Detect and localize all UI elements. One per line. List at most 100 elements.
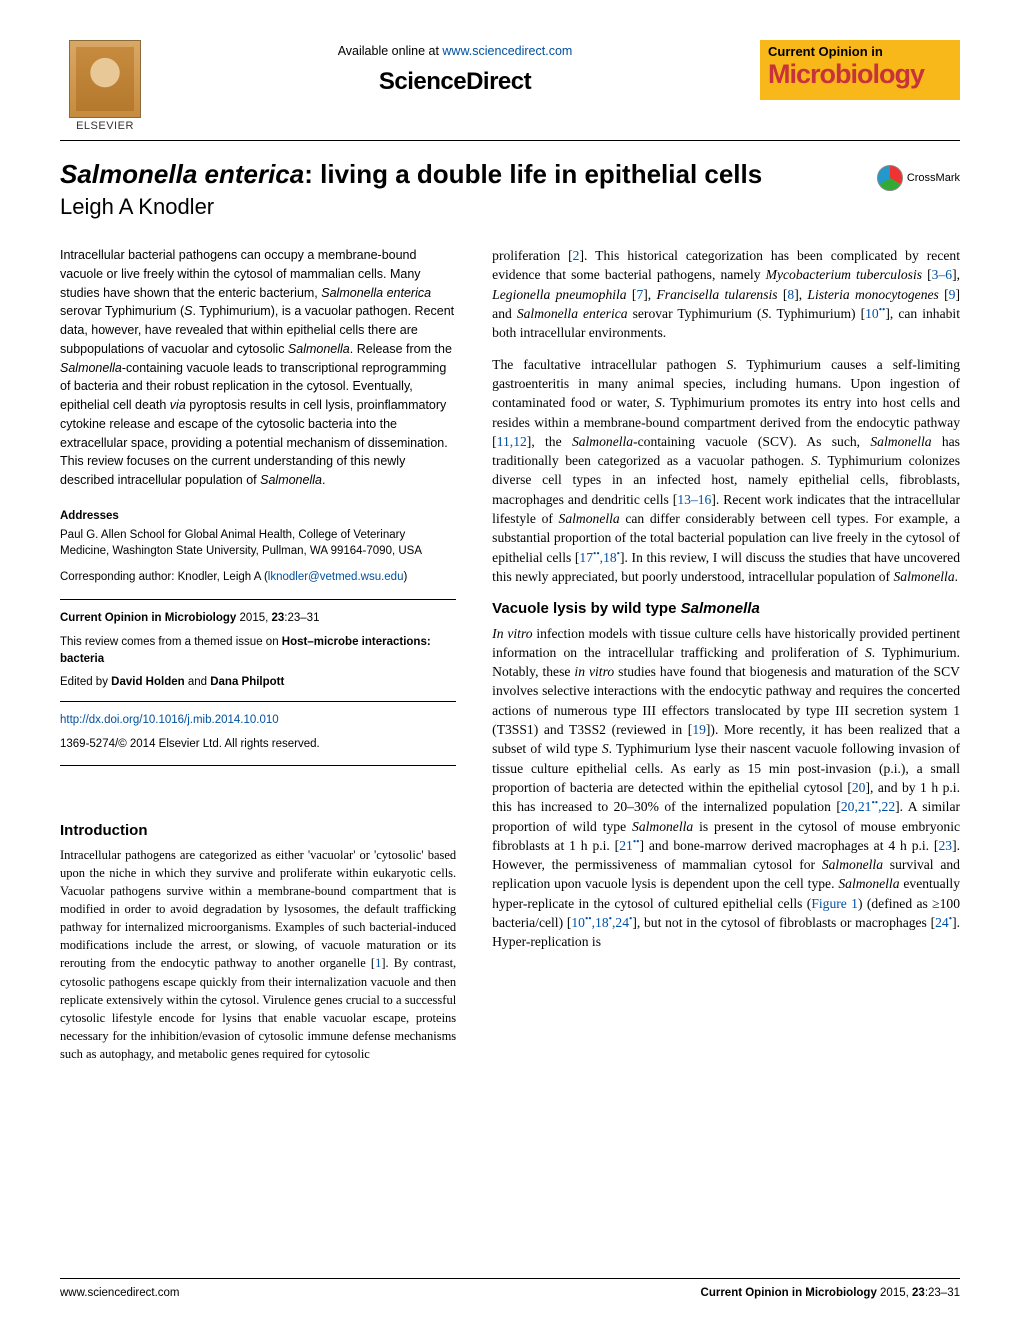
journal-badge-line2: Microbiology [768, 61, 952, 88]
ref-24[interactable]: 24 [615, 915, 629, 930]
journal-badge: Current Opinion in Microbiology [760, 40, 960, 100]
sp-salm2: Salmonella [870, 434, 931, 449]
ref-13-16[interactable]: 13–16 [677, 492, 711, 507]
editor2: Dana Philpott [210, 676, 284, 688]
copyright-text: 2014 Elsevier Ltd. All rights reserved. [127, 738, 320, 750]
sp-mt: Mycobacterium tuberculosis [766, 267, 922, 282]
vacuole-heading: Vacuole lysis by wild type Salmonella [492, 598, 960, 619]
publisher-logo-block: ELSEVIER [60, 40, 150, 132]
ref-18[interactable]: 18 [603, 550, 617, 565]
sp-lm: Listeria monocytogenes [807, 287, 938, 302]
vac-head-a: Vacuole lysis by wild type [492, 600, 680, 617]
abs-t5: Salmonella [288, 342, 350, 356]
sciencedirect-url[interactable]: www.sciencedirect.com [442, 44, 572, 58]
vp1a: In vitro [492, 626, 532, 641]
corr-text: Corresponding author: Knodler, Leigh A ( [60, 571, 268, 583]
sp-s3: S [655, 395, 662, 410]
doi-link[interactable]: http://dx.doi.org/10.1016/j.mib.2014.10.… [60, 714, 279, 726]
title-block: Salmonella enterica: living a double lif… [60, 159, 877, 220]
rp1e: [ [627, 287, 637, 302]
rp1d: ], [952, 267, 960, 282]
ref-24b[interactable]: 24 [935, 915, 949, 930]
themed-text: This review comes from a themed issue on [60, 636, 282, 648]
intro-p1a: Intracellular pathogens are categorized … [60, 848, 456, 971]
intro-paragraph-left: Intracellular pathogens are categorized … [60, 846, 456, 1064]
ref-18b[interactable]: 18 [595, 915, 609, 930]
ref-20-21[interactable]: 20,21 [841, 799, 872, 814]
rp2a: The facultative intracellular pathogen [492, 357, 726, 372]
rp2d: ], the [527, 434, 572, 449]
editors-and: and [185, 676, 211, 688]
ref-22[interactable]: 22 [882, 799, 896, 814]
sp-salm5: Salmonella [632, 819, 693, 834]
rp1k: serovar Typhimurium ( [628, 306, 762, 321]
sp-s6: S [602, 741, 609, 756]
intro-heading: Introduction [60, 820, 456, 842]
rp2e: -containing vacuole (SCV). As such, [633, 434, 870, 449]
crossmark-icon [877, 165, 903, 191]
ref-10b-dots: •• [585, 914, 592, 924]
footer-journal: Current Opinion in Microbiology [701, 1287, 877, 1299]
ref-23[interactable]: 23 [938, 838, 952, 853]
abs-t1: Salmonella enterica [321, 286, 431, 300]
sp-salm6: Salmonella [822, 857, 883, 872]
vp1k: ] and bone-marrow derived macrophages at… [639, 838, 938, 853]
sp-salm1: Salmonella [572, 434, 633, 449]
header-center: Available online at www.sciencedirect.co… [150, 40, 760, 96]
footer-pages: :23–31 [925, 1287, 960, 1299]
doi-block: http://dx.doi.org/10.1016/j.mib.2014.10.… [60, 702, 456, 766]
right-p2: The facultative intracellular pathogen S… [492, 355, 960, 587]
abs-t2: serovar Typhimurium ( [60, 304, 184, 318]
abs-t11: Salmonella [260, 473, 322, 487]
edited-by: Edited by David Holden and Dana Philpott [60, 674, 456, 691]
ref-17[interactable]: 17 [579, 550, 593, 565]
ref-19[interactable]: 19 [692, 722, 706, 737]
elsevier-tree-icon [69, 40, 141, 118]
content-columns: Intracellular bacterial pathogens can oc… [60, 246, 960, 1075]
ref-21[interactable]: 21 [619, 838, 633, 853]
footer-left: www.sciencedirect.com [60, 1287, 180, 1299]
crossmark-label: CrossMark [907, 172, 960, 184]
author-name: Leigh A Knodler [60, 194, 877, 220]
left-column: Intracellular bacterial pathogens can oc… [60, 246, 456, 1075]
corresponding-author: Corresponding author: Knodler, Leigh A (… [60, 569, 456, 586]
right-column: proliferation [2]. This historical categ… [492, 246, 960, 1075]
addresses-body: Paul G. Allen School for Global Animal H… [60, 527, 456, 559]
platform-name: ScienceDirect [150, 68, 760, 96]
ref-11-12[interactable]: 11,12 [497, 434, 527, 449]
themed-issue: This review comes from a themed issue on… [60, 634, 456, 669]
sp-ft: Francisella tularensis [656, 287, 777, 302]
corr-email[interactable]: lknodler@vetmed.wsu.edu [268, 571, 404, 583]
rp1h: ], [794, 287, 807, 302]
intro-p1b: ]. By contrast, cytosolic pathogens esca… [60, 956, 456, 1061]
publisher-name: ELSEVIER [76, 120, 134, 132]
title-row: Salmonella enterica: living a double lif… [60, 159, 960, 220]
available-online-line: Available online at www.sciencedirect.co… [150, 44, 760, 58]
fig-1[interactable]: Figure 1 [811, 896, 858, 911]
copyright-icon: © [118, 738, 126, 750]
rp1f: ], [643, 287, 656, 302]
journal-badge-line1: Current Opinion in [768, 44, 952, 59]
journal-pages: :23–31 [284, 612, 319, 624]
rp1g: [ [778, 287, 788, 302]
page-footer: www.sciencedirect.com Current Opinion in… [60, 1278, 960, 1299]
ref-10b[interactable]: 10 [571, 915, 585, 930]
ref-20[interactable]: 20 [852, 780, 866, 795]
issn: 1369-5274/ [60, 738, 118, 750]
rp1a: proliferation [ [492, 248, 572, 263]
journal-name: Current Opinion in Microbiology [60, 612, 236, 624]
rp1i: [ [939, 287, 949, 302]
footer-year: 2015, [877, 1287, 912, 1299]
ref-17-dots: •• [593, 549, 600, 559]
abs-t6: . Release from the [350, 342, 452, 356]
ref-10[interactable]: 10 [865, 306, 879, 321]
sp-s4: S [811, 453, 818, 468]
ref-3-6[interactable]: 3–6 [932, 267, 952, 282]
paper-title: Salmonella enterica: living a double lif… [60, 159, 877, 190]
crossmark-badge[interactable]: CrossMark [877, 165, 960, 191]
sp-salm7: Salmonella [838, 876, 899, 891]
vp1d: in vitro [574, 664, 614, 679]
vacuole-paragraph: In vitro infection models with tissue cu… [492, 624, 960, 952]
sp-salm3: Salmonella [559, 511, 620, 526]
right-p1: proliferation [2]. This historical categ… [492, 246, 960, 342]
